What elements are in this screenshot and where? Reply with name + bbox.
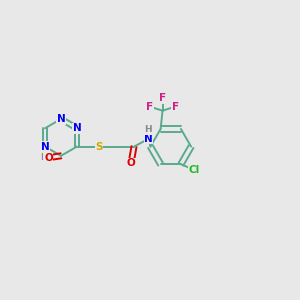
Text: S: S — [95, 142, 103, 152]
Text: N: N — [57, 114, 65, 124]
Text: Cl: Cl — [189, 165, 200, 175]
Text: H: H — [40, 153, 48, 162]
Text: N: N — [73, 123, 81, 133]
Text: N: N — [144, 134, 153, 144]
Text: O: O — [127, 158, 136, 168]
Text: H: H — [144, 125, 151, 134]
Text: N: N — [41, 142, 50, 152]
Text: F: F — [146, 102, 154, 112]
Text: F: F — [159, 93, 166, 103]
Text: F: F — [172, 102, 179, 112]
Text: O: O — [44, 153, 53, 163]
